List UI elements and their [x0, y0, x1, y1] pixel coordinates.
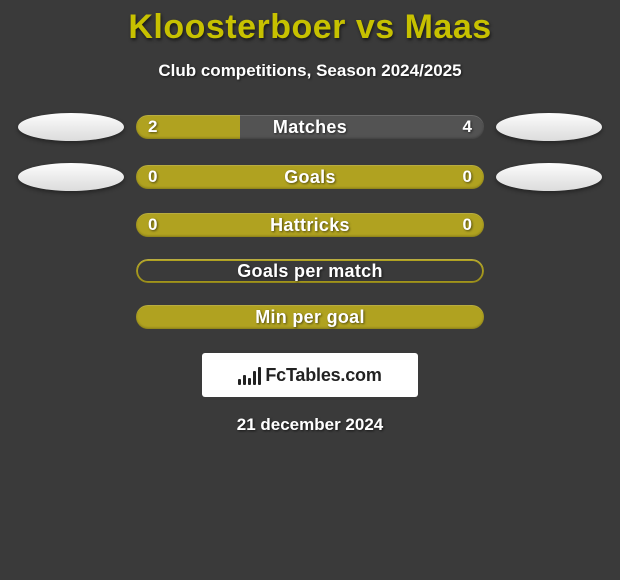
stat-row: 24Matches [0, 113, 620, 141]
brand-bar-icon-segment [248, 378, 251, 385]
page-title: Kloosterboer vs Maas [128, 8, 491, 47]
stat-row: 00Hattricks [0, 213, 620, 237]
player-avatar-right [496, 113, 602, 141]
stat-label: Matches [136, 115, 484, 139]
brand-bar-icon-segment [253, 371, 256, 385]
stat-label: Min per goal [136, 305, 484, 329]
stat-bar: 00Goals [136, 165, 484, 189]
brand-bar-icon-segment [258, 367, 261, 385]
stat-bar: Min per goal [136, 305, 484, 329]
stat-label: Hattricks [136, 213, 484, 237]
player-avatar-left [18, 163, 124, 191]
stat-bar: Goals per match [136, 259, 484, 283]
player-avatar-right [496, 163, 602, 191]
brand-badge: FcTables.com [202, 353, 418, 397]
stat-row: 00Goals [0, 163, 620, 191]
comparison-rows: 24Matches 00Goals 00Hattricks Goals per mat… [0, 113, 620, 329]
brand-bar-icon-segment [238, 379, 241, 385]
stat-bar: 00Hattricks [136, 213, 484, 237]
stat-row: Min per goal [0, 305, 620, 329]
stat-label: Goals [136, 165, 484, 189]
stat-bar: 24Matches [136, 115, 484, 139]
stat-row: Goals per match [0, 259, 620, 283]
brand-bar-icon-segment [243, 375, 246, 385]
brand-bars-icon [238, 365, 261, 385]
snapshot-date: 21 december 2024 [237, 415, 384, 435]
brand-text: FcTables.com [265, 365, 381, 386]
player-avatar-left [18, 113, 124, 141]
subtitle: Club competitions, Season 2024/2025 [158, 61, 461, 81]
stat-label: Goals per match [136, 259, 484, 283]
